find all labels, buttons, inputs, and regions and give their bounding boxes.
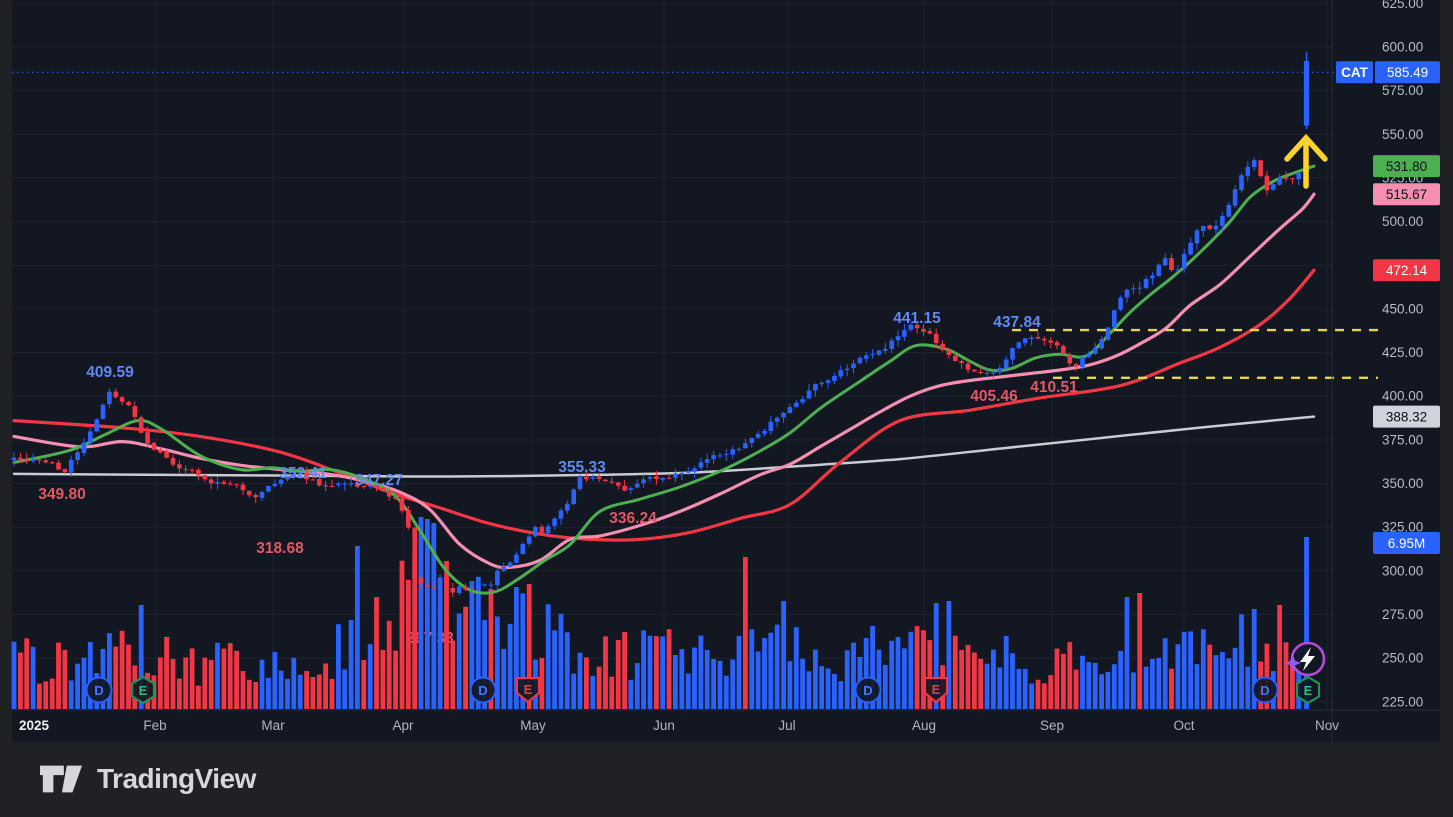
earnings-up-marker[interactable]: E — [130, 675, 156, 705]
svg-text:Feb: Feb — [143, 718, 166, 733]
svg-text:Apr: Apr — [392, 718, 414, 733]
svg-text:Sep: Sep — [1040, 718, 1064, 733]
svg-text:Oct: Oct — [1173, 718, 1194, 733]
svg-text:Nov: Nov — [1315, 718, 1339, 733]
svg-text:E: E — [1304, 683, 1313, 698]
volume-value-label — [1373, 532, 1440, 554]
chart-background — [12, 0, 1440, 742]
svg-text:May: May — [520, 718, 546, 733]
ticker-badge — [1336, 61, 1373, 84]
svg-text:E: E — [932, 682, 941, 697]
svg-text:Aug: Aug — [912, 718, 936, 733]
ma-mid-value-label — [1373, 183, 1440, 206]
earnings-down-marker[interactable]: E — [923, 676, 949, 704]
svg-text:625.00: 625.00 — [1382, 0, 1423, 11]
svg-text:585.49: 585.49 — [1387, 65, 1428, 80]
ma-slow-line — [12, 268, 1316, 542]
dividend-marker[interactable]: D — [1251, 676, 1279, 704]
svg-text:6.95M: 6.95M — [1388, 536, 1426, 551]
price-annotation: 410.51 — [1030, 379, 1078, 396]
svg-text:Jun: Jun — [653, 718, 675, 733]
tradingview-brand-text[interactable]: TradingView — [97, 763, 256, 794]
last-price-label — [1375, 61, 1440, 84]
lightning-spark-icon[interactable] — [1285, 641, 1326, 677]
time-axis[interactable]: 2025 Feb Mar Apr May Jun Jul Aug Sep Oct Nov — [19, 718, 1339, 733]
spike-candle-body — [1303, 61, 1310, 126]
svg-text:375.00: 375.00 — [1382, 432, 1423, 447]
price-annotation: 441.15 — [893, 310, 941, 327]
svg-text:2025: 2025 — [19, 718, 50, 733]
svg-text:300.00: 300.00 — [1382, 563, 1423, 578]
svg-text:D: D — [1260, 683, 1269, 698]
price-annotation: 318.68 — [256, 540, 304, 557]
price-annotation: 355.33 — [558, 459, 606, 476]
svg-text:Jul: Jul — [778, 718, 795, 733]
price-annotation: 352.41 — [279, 465, 327, 482]
svg-text:500.00: 500.00 — [1382, 214, 1423, 229]
ma-slow-value-label — [1373, 259, 1440, 282]
earnings-down-marker[interactable]: E — [515, 676, 541, 704]
price-annotation: 349.80 — [38, 486, 85, 503]
svg-text:D: D — [94, 683, 103, 698]
svg-text:472.14: 472.14 — [1386, 263, 1428, 278]
price-annotation: 437.84 — [993, 314, 1041, 331]
svg-text:250.00: 250.00 — [1382, 651, 1423, 666]
svg-text:Mar: Mar — [261, 718, 285, 733]
svg-text:515.67: 515.67 — [1386, 187, 1427, 202]
svg-text:275.00: 275.00 — [1382, 607, 1423, 622]
tradingview-logo-icon[interactable] — [38, 758, 84, 800]
svg-text:531.80: 531.80 — [1386, 159, 1427, 174]
price-annotation: 409.59 — [86, 364, 134, 381]
svg-text:388.32: 388.32 — [1386, 409, 1427, 424]
svg-text:400.00: 400.00 — [1382, 389, 1423, 404]
price-axis[interactable]: 225.00 250.00 275.00 300.00 325.00 350.00 375.… — [1382, 0, 1423, 709]
up-arrow-drawing[interactable] — [1284, 133, 1328, 189]
candlestick-series — [11, 52, 1310, 598]
svg-text:425.00: 425.00 — [1382, 345, 1423, 360]
price-annotation: 405.46 — [970, 388, 1018, 405]
dividend-marker[interactable]: D — [469, 676, 497, 704]
svg-text:575.00: 575.00 — [1382, 83, 1423, 98]
dividend-marker[interactable]: D — [854, 676, 882, 704]
price-annotation: 347.27 — [355, 472, 402, 489]
svg-text:D: D — [478, 683, 487, 698]
svg-text:E: E — [524, 682, 533, 697]
dividend-marker[interactable]: D — [85, 676, 113, 704]
ma-fast-line — [12, 164, 1316, 595]
svg-text:450.00: 450.00 — [1382, 301, 1423, 316]
earnings-up-marker[interactable]: E — [1295, 675, 1321, 705]
price-annotation: 336.24 — [609, 510, 657, 527]
ma-long-value-label — [1373, 405, 1440, 428]
svg-text:600.00: 600.00 — [1382, 40, 1423, 55]
footer-branding: TradingView — [38, 756, 256, 802]
svg-text:D: D — [863, 683, 872, 698]
ma-fast-value-label — [1373, 155, 1440, 178]
svg-text:550.00: 550.00 — [1382, 127, 1423, 142]
svg-text:CAT: CAT — [1341, 65, 1368, 80]
svg-text:325.00: 325.00 — [1382, 520, 1423, 535]
svg-text:225.00: 225.00 — [1382, 694, 1423, 709]
svg-text:350.00: 350.00 — [1382, 476, 1423, 491]
svg-text:E: E — [139, 683, 148, 698]
